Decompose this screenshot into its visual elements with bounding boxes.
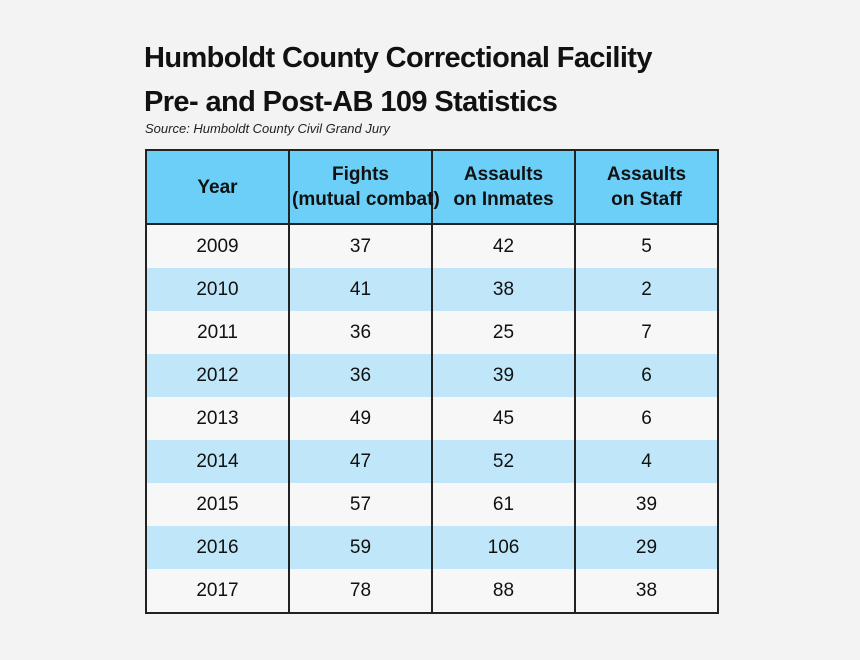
cell-assaults-on-inmates: 106 bbox=[431, 526, 576, 569]
cell-assaults-on-staff: 5 bbox=[574, 224, 719, 268]
cell-year: 2010 bbox=[145, 268, 290, 311]
cell-assaults-on-staff: 6 bbox=[574, 354, 719, 397]
table-row: 2014 47 52 4 bbox=[145, 440, 719, 483]
chart-title-line-1: Humboldt County Correctional Facility bbox=[144, 42, 652, 74]
cell-fights: 36 bbox=[288, 354, 433, 397]
source-note: Source: Humboldt County Civil Grand Jury bbox=[145, 121, 390, 136]
table-row: 2013 49 45 6 bbox=[145, 397, 719, 440]
header-assaults-on-inmates: Assaults on Inmates bbox=[431, 149, 576, 225]
header-assaults-on-staff: Assaults on Staff bbox=[574, 149, 719, 225]
header-assaults-on-staff-line-1: Assaults bbox=[606, 164, 687, 185]
cell-fights: 78 bbox=[288, 569, 433, 614]
cell-fights: 37 bbox=[288, 224, 433, 268]
table-row: 2016 59 106 29 bbox=[145, 526, 719, 569]
cell-year: 2016 bbox=[145, 526, 290, 569]
cell-assaults-on-staff: 38 bbox=[574, 569, 719, 614]
cell-assaults-on-staff: 4 bbox=[574, 440, 719, 483]
cell-year: 2013 bbox=[145, 397, 290, 440]
cell-assaults-on-staff: 6 bbox=[574, 397, 719, 440]
cell-year: 2014 bbox=[145, 440, 290, 483]
chart-title: Humboldt County Correctional Facility Pr… bbox=[144, 36, 824, 124]
cell-year: 2012 bbox=[145, 354, 290, 397]
table-row: 2011 36 25 7 bbox=[145, 311, 719, 354]
cell-assaults-on-staff: 39 bbox=[574, 483, 719, 526]
cell-fights: 41 bbox=[288, 268, 433, 311]
cell-assaults-on-inmates: 38 bbox=[431, 268, 576, 311]
table-row: 2017 78 88 38 bbox=[145, 569, 719, 614]
cell-assaults-on-staff: 7 bbox=[574, 311, 719, 354]
cell-fights: 57 bbox=[288, 483, 433, 526]
cell-assaults-on-inmates: 42 bbox=[431, 224, 576, 268]
cell-year: 2015 bbox=[145, 483, 290, 526]
cell-year: 2009 bbox=[145, 224, 290, 268]
cell-year: 2011 bbox=[145, 311, 290, 354]
cell-year: 2017 bbox=[145, 569, 290, 614]
cell-assaults-on-inmates: 88 bbox=[431, 569, 576, 614]
header-year-line-1: Year bbox=[197, 176, 238, 198]
header-fights: Fights (mutual combat) bbox=[288, 149, 440, 225]
cell-assaults-on-inmates: 25 bbox=[431, 311, 576, 354]
cell-assaults-on-inmates: 52 bbox=[431, 440, 576, 483]
table-row: 2015 57 61 39 bbox=[145, 483, 719, 526]
header-row: Year Fights (mutual combat) Assaults on … bbox=[145, 149, 719, 225]
header-year: Year bbox=[145, 149, 290, 225]
cell-assaults-on-inmates: 61 bbox=[431, 483, 576, 526]
cell-fights: 47 bbox=[288, 440, 433, 483]
header-fights-line-2: (mutual combat) bbox=[292, 189, 440, 210]
cell-assaults-on-inmates: 45 bbox=[431, 397, 576, 440]
table-row: 2009 37 42 5 bbox=[145, 224, 719, 268]
header-fights-line-1: Fights bbox=[332, 164, 389, 185]
cell-assaults-on-inmates: 39 bbox=[431, 354, 576, 397]
cell-assaults-on-staff: 2 bbox=[574, 268, 719, 311]
table-row: 2010 41 38 2 bbox=[145, 268, 719, 311]
cell-fights: 59 bbox=[288, 526, 433, 569]
cell-fights: 36 bbox=[288, 311, 433, 354]
table-row: 2012 36 39 6 bbox=[145, 354, 719, 397]
header-assaults-on-inmates-line-2: on Inmates bbox=[453, 189, 554, 210]
chart-title-line-2: Pre- and Post-AB 109 Statistics bbox=[144, 86, 558, 118]
header-assaults-on-inmates-line-1: Assaults bbox=[463, 164, 544, 185]
header-assaults-on-staff-line-2: on Staff bbox=[611, 189, 682, 210]
cell-fights: 49 bbox=[288, 397, 433, 440]
cell-assaults-on-staff: 29 bbox=[574, 526, 719, 569]
statistics-table: Year Fights (mutual combat) Assaults on … bbox=[145, 149, 719, 614]
